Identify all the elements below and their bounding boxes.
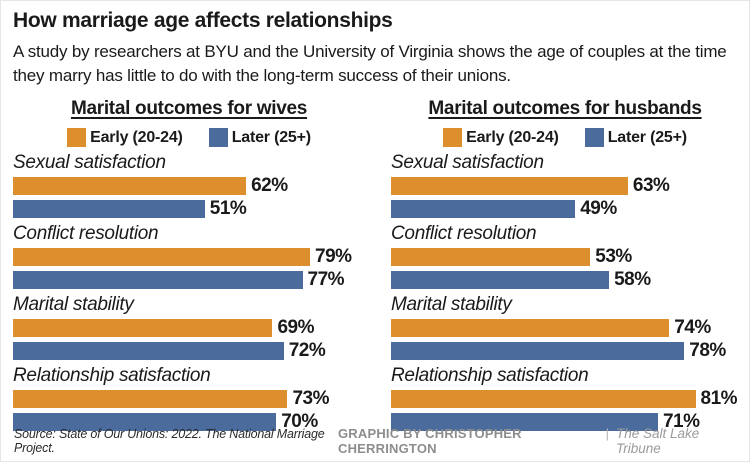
- bar-early: [13, 248, 311, 266]
- bar-row: 49%: [391, 198, 739, 219]
- bar-early: [13, 390, 288, 408]
- bar-row: 51%: [13, 198, 365, 219]
- bar-value-label: 74%: [674, 317, 711, 338]
- category-label: Conflict resolution: [13, 223, 159, 244]
- bar-value-label: 73%: [292, 388, 329, 409]
- bar-later: [13, 342, 284, 360]
- bar-value-label: 51%: [209, 198, 247, 219]
- bar-row: 62%: [13, 175, 365, 196]
- category-label: Conflict resolution: [391, 223, 537, 244]
- bar-value-label: 79%: [315, 246, 352, 267]
- charts-row: Marital outcomes for wives Early (20-24)…: [1, 98, 749, 436]
- credit-byline: GRAPHIC BY CHRISTOPHER CHERRINGTON: [337, 426, 522, 456]
- bar-row: 58%: [391, 269, 739, 290]
- bar-value-label: 81%: [700, 388, 738, 409]
- bar-early: [13, 177, 247, 195]
- category-label: Sexual satisfaction: [13, 152, 166, 173]
- bar-row: 77%: [13, 269, 365, 290]
- source-note: Source: State of Our Unions: 2022. The N…: [14, 427, 325, 455]
- legend-swatch-early-icon: [443, 128, 463, 147]
- category-label: Marital stability: [391, 294, 512, 315]
- legend-label-later: Later (25+): [607, 128, 687, 146]
- bar-value-label: 77%: [307, 269, 345, 290]
- bar-row: 69%: [13, 317, 365, 338]
- bar-value-label: 78%: [689, 340, 726, 361]
- legend-item-early: Early (20-24): [443, 128, 559, 147]
- legend-item-early: Early (20-24): [67, 128, 183, 147]
- page-title: How marriage age affects relationships: [13, 9, 393, 32]
- credit-divider: |: [605, 426, 610, 441]
- bar-row: 74%: [391, 317, 739, 338]
- bar-row: 73%: [13, 388, 365, 409]
- legend-swatch-early-icon: [67, 128, 87, 147]
- bar-row: 72%: [13, 340, 365, 361]
- bar-early: [391, 177, 628, 195]
- bar-early: [391, 390, 696, 408]
- chart-title-wives: Marital outcomes for wives: [70, 98, 308, 119]
- bar-value-label: 72%: [288, 340, 326, 361]
- bar-groups-husbands: Sexual satisfaction 63% 49% Conflict resolu…: [391, 152, 739, 432]
- bar-later: [13, 271, 303, 289]
- chart-title-husbands: Marital outcomes for husbands: [428, 98, 702, 119]
- bar-later: [13, 413, 277, 431]
- bar-value-label: 53%: [595, 246, 632, 267]
- bar-row: 79%: [13, 246, 365, 267]
- bar-row: 70%: [13, 411, 365, 432]
- bar-groups-wives: Sexual satisfaction 62% 51% Conflict resolu…: [13, 152, 365, 432]
- publication-name: The Salt Lake Tribune: [616, 426, 700, 456]
- bar-value-label: 71%: [662, 411, 700, 432]
- category-label: Sexual satisfaction: [391, 152, 544, 173]
- footer: Source: State of Our Unions: 2022. The N…: [1, 426, 749, 456]
- credit: GRAPHIC BY CHRISTOPHER CHERRINGTON | The…: [338, 426, 736, 456]
- bar-value-label: 63%: [632, 175, 670, 196]
- bar-value-label: 62%: [251, 175, 288, 196]
- bar-value-label: 69%: [277, 317, 314, 338]
- category-label: Relationship satisfaction: [391, 365, 589, 386]
- bar-row: 63%: [391, 175, 739, 196]
- bar-early: [13, 319, 273, 337]
- bar-early: [391, 319, 670, 337]
- bar-early: [391, 248, 591, 266]
- bar-later: [13, 200, 205, 218]
- bar-value-label: 58%: [614, 269, 651, 290]
- legend-label-early: Early (20-24): [90, 128, 183, 146]
- bar-value-label: 49%: [580, 198, 617, 219]
- bar-later: [391, 413, 658, 431]
- bar-value-label: 70%: [281, 411, 318, 432]
- legend-husbands: Early (20-24) Later (25+): [391, 128, 739, 147]
- category-label: Relationship satisfaction: [13, 365, 211, 386]
- bar-row: 71%: [391, 411, 739, 432]
- subtitle: A study by researchers at BYU and the Un…: [13, 42, 727, 85]
- bar-later: [391, 200, 576, 218]
- legend-wives: Early (20-24) Later (25+): [13, 128, 365, 147]
- chart-wives: Marital outcomes for wives Early (20-24)…: [1, 98, 375, 436]
- legend-item-later: Later (25+): [584, 128, 687, 147]
- bar-later: [391, 342, 685, 360]
- legend-swatch-later-icon: [208, 128, 228, 147]
- bar-later: [391, 271, 610, 289]
- chart-husbands: Marital outcomes for husbands Early (20-…: [375, 98, 749, 436]
- legend-item-later: Later (25+): [208, 128, 311, 147]
- legend-swatch-later-icon: [584, 128, 604, 147]
- legend-label-later: Later (25+): [231, 128, 311, 146]
- category-label: Marital stability: [13, 294, 134, 315]
- bar-row: 81%: [391, 388, 739, 409]
- bar-row: 78%: [391, 340, 739, 361]
- legend-label-early: Early (20-24): [466, 128, 559, 146]
- header: How marriage age affects relationships A…: [1, 1, 749, 88]
- bar-row: 53%: [391, 246, 739, 267]
